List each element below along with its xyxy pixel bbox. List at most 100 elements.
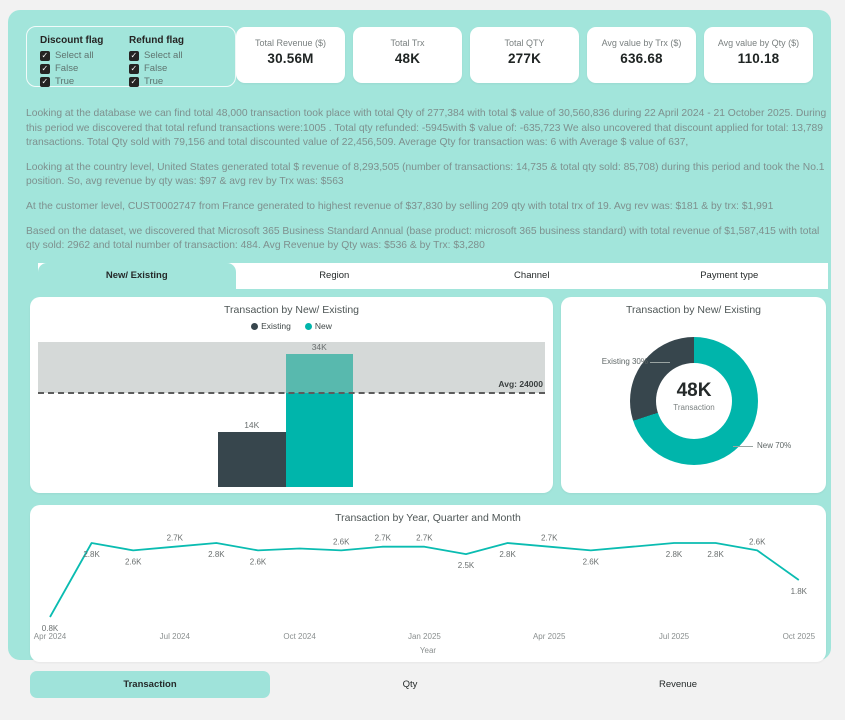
option-label: Select all	[144, 50, 183, 61]
bottom-tab-revenue[interactable]: Revenue	[658, 679, 698, 690]
checkbox-checked-icon[interactable]	[40, 76, 50, 87]
donut-center-value: 48K	[676, 380, 712, 401]
narrative-paragraph: Based on the dataset, we discovered that…	[26, 225, 820, 252]
narrative-paragraph: Looking at the database we can find tota…	[26, 108, 827, 149]
donut-chart-card: Transaction by New/ Existing 48K Transac…	[561, 297, 826, 493]
refund-option-false[interactable]: False	[129, 62, 184, 75]
bar-existing[interactable]	[218, 432, 286, 487]
average-line-label: Avg: 24000	[498, 378, 543, 389]
tab-channel[interactable]: Channel	[514, 270, 550, 281]
line-point-label: 2.7K	[375, 534, 392, 543]
line-point-label: 2.6K	[749, 537, 766, 546]
bar-chart-title: Transaction by New/ Existing	[224, 304, 359, 316]
bottom-tab-bar: Transaction Qty Revenue	[30, 671, 812, 698]
legend-dot	[251, 322, 259, 330]
kpi-value: 636.68	[620, 51, 663, 66]
line-chart-card: Transaction by Year, Quarter and Month 0…	[30, 505, 826, 662]
line-point-label: 2.8K	[83, 550, 100, 559]
legend-dot	[304, 322, 312, 330]
narrative-text: Looking at the database we can find tota…	[26, 107, 834, 264]
bar-value-label: 14K	[244, 420, 260, 431]
option-label: True	[55, 76, 75, 87]
refund-option-select-all[interactable]: Select all	[129, 49, 184, 62]
line-point-label: 2.5K	[458, 561, 475, 570]
narrative-paragraph: Looking at the country level, United Sta…	[26, 161, 825, 188]
option-label: False	[55, 63, 79, 74]
checkbox-checked-icon[interactable]	[129, 50, 139, 61]
discount-option-true[interactable]: True	[40, 75, 103, 88]
kpi-label: Total Revenue ($)	[254, 38, 327, 48]
bar-plot: 14K 34K Avg: 24000	[38, 342, 545, 487]
line-point-label: 2.7K	[416, 534, 433, 543]
bottom-tab-transaction[interactable]: Transaction	[30, 671, 270, 698]
bottom-tab-qty[interactable]: Qty	[402, 679, 418, 690]
refund-flag-filter: Refund flag Select all False True	[129, 35, 184, 88]
refund-option-true[interactable]: True	[129, 75, 184, 88]
bar-chart-legend: Existing New	[30, 321, 553, 331]
line-point-label: 2.6K	[125, 557, 142, 566]
x-axis-tick-label: Oct 2024	[283, 632, 316, 641]
callout-line	[650, 362, 670, 363]
line-point-label: 0.8K	[42, 624, 59, 633]
bar-value-label: 34K	[311, 342, 327, 352]
line-point-label: 2.8K	[208, 550, 225, 559]
line-point-label: 2.6K	[250, 557, 267, 566]
line-point-label: 2.6K	[583, 557, 600, 566]
bar-chart-card: Transaction by New/ Existing Existing Ne…	[30, 297, 553, 493]
bar-new[interactable]	[285, 353, 353, 393]
line-point-label: 1.8K	[791, 587, 808, 596]
line-point-label: 2.6K	[333, 537, 350, 546]
kpi-card-total-revenue: Total Revenue ($) 30.56M	[236, 27, 345, 83]
line-point-label: 2.8K	[707, 550, 724, 559]
donut-center: 48K Transaction	[656, 363, 732, 439]
line-point-label: 2.7K	[167, 534, 184, 543]
legend-label: Existing	[261, 321, 291, 331]
legend-label: New	[314, 321, 332, 331]
checkbox-checked-icon[interactable]	[129, 63, 139, 74]
line-point-label: 2.8K	[499, 550, 516, 559]
kpi-label: Total Trx	[390, 38, 425, 48]
option-label: True	[144, 76, 164, 87]
x-axis-tick-label: Jan 2025	[408, 632, 441, 641]
x-axis-tick-label: Apr 2025	[533, 632, 566, 641]
tab-payment-type[interactable]: Payment type	[700, 270, 759, 281]
x-axis-tick-label: Jul 2025	[659, 632, 690, 641]
kpi-label: Total QTY	[504, 38, 545, 48]
kpi-value: 48K	[394, 51, 421, 66]
checkbox-checked-icon[interactable]	[40, 50, 50, 61]
filter-panel: Discount flag Select all False True Refu…	[26, 26, 236, 87]
checkbox-checked-icon[interactable]	[129, 76, 139, 87]
kpi-value: 30.56M	[267, 51, 314, 66]
line-chart-svg: 0.8K 2.8K 2.6K 2.7K 2.8K 2.6K 2.6K 2.7K 2.7K 2.5K…	[34, 534, 816, 655]
tab-strip: New/ Existing Region Channel Payment typ…	[38, 263, 828, 289]
filter-title: Discount flag	[40, 35, 104, 46]
option-label: False	[144, 63, 168, 74]
bar-new[interactable]	[285, 392, 353, 487]
kpi-label: Avg value by Qty ($)	[717, 38, 800, 48]
narrative-paragraph: At the customer level, CUST0002747 from …	[26, 201, 774, 213]
line-point-label: 2.7K	[541, 534, 558, 543]
line-point-label: 2.8K	[666, 550, 683, 559]
callout-line	[733, 446, 753, 447]
option-label: Select all	[55, 50, 94, 61]
tab-new-existing[interactable]: New/ Existing	[38, 263, 236, 289]
legend-item-existing[interactable]: Existing	[251, 321, 291, 331]
tab-region[interactable]: Region	[319, 270, 350, 281]
discount-option-false[interactable]: False	[40, 62, 103, 75]
legend-item-new[interactable]: New	[304, 321, 332, 331]
x-axis-tick-label: Jul 2024	[160, 632, 191, 641]
kpi-value: 277K	[507, 51, 542, 66]
kpi-card-total-qty: Total QTY 277K	[470, 27, 579, 83]
discount-option-select-all[interactable]: Select all	[40, 49, 103, 62]
checkbox-checked-icon[interactable]	[40, 63, 50, 74]
average-line	[38, 391, 545, 394]
kpi-label: Avg value by Trx ($)	[601, 38, 682, 48]
kpi-card-avg-by-trx: Avg value by Trx ($) 636.68	[587, 27, 696, 83]
donut-center-label: Transaction	[673, 403, 715, 412]
x-axis-tick-label: Oct 2025	[783, 632, 816, 641]
transaction-trend-line[interactable]	[49, 542, 800, 618]
x-axis-tick-label: Apr 2024	[34, 632, 67, 641]
donut-chart-title: Transaction by New/ Existing	[626, 304, 761, 316]
kpi-card-total-trx: Total Trx 48K	[353, 27, 462, 83]
